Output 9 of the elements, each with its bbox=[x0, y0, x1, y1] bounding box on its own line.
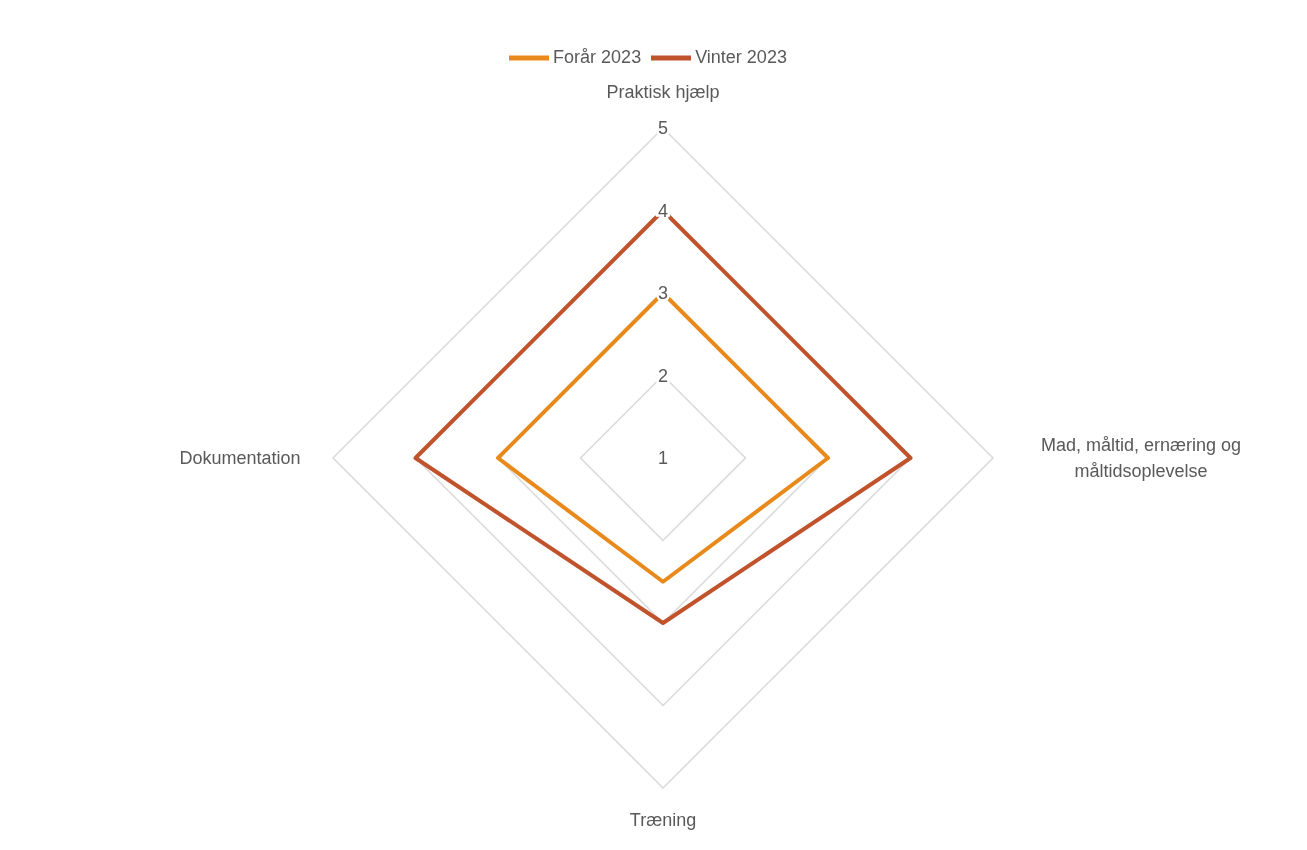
legend-label: Forår 2023 bbox=[553, 46, 642, 67]
spoke-label: Praktisk hjælp bbox=[606, 82, 720, 102]
spoke-label: Træning bbox=[629, 810, 697, 830]
y-tick-label: 1 bbox=[657, 448, 669, 468]
spoke-label: Dokumentation bbox=[179, 448, 301, 468]
y-tick-label: 2 bbox=[657, 365, 669, 386]
y-tick-label: 5 bbox=[657, 118, 669, 138]
legend-label: Vinter 2023 bbox=[695, 46, 787, 67]
spoke-label: Mad, måltid, ernæring og måltidsoplevelse bbox=[1040, 435, 1242, 481]
